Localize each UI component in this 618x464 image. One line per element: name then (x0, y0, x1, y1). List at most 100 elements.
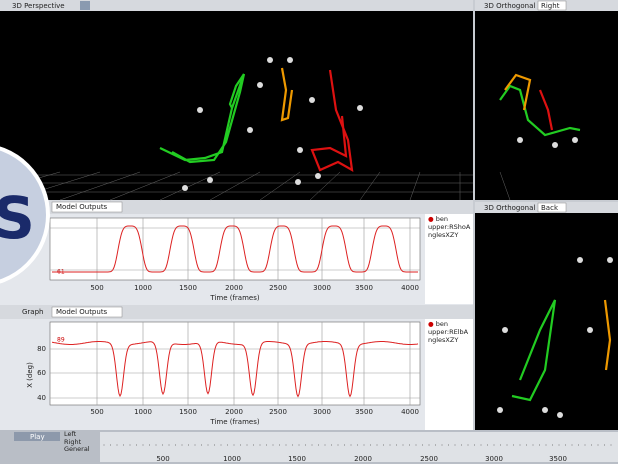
segment (499, 84, 581, 137)
x-tick-label: 1500 (179, 284, 197, 292)
play-button[interactable] (14, 432, 60, 441)
floor-grid (409, 171, 421, 201)
curve (52, 225, 418, 273)
marker-dot (557, 412, 563, 418)
dropdown-text: Model Outputs (56, 203, 108, 211)
y-tick-label: 80 (37, 345, 46, 353)
graph-title: Graph (22, 308, 43, 316)
marker-dot (309, 97, 315, 103)
overlay-letter: S (0, 184, 35, 252)
floor-grid (499, 171, 511, 201)
segment (504, 73, 532, 111)
legend-dot: ● (428, 320, 436, 328)
marker-dot (357, 105, 363, 111)
x-tick-label: 500 (90, 284, 103, 292)
marker-dot (297, 147, 303, 153)
timeline-tick-label: 1000 (223, 455, 241, 463)
segment (538, 89, 554, 131)
curve (51, 341, 419, 398)
timeline-tick-label: 2500 (420, 455, 438, 463)
floor-grid (259, 171, 301, 201)
panel-title: 3D Perspective (12, 2, 65, 10)
view-select[interactable] (537, 0, 567, 11)
timeline-tick-label: 3500 (549, 455, 567, 463)
y-tick-label: 40 (37, 394, 46, 402)
marker-dot (542, 407, 548, 413)
segment (603, 299, 612, 371)
x-tick-label: 2500 (269, 408, 287, 416)
floor-grid (309, 171, 341, 201)
x-tick-label: 500 (90, 408, 103, 416)
marker-dot (552, 142, 558, 148)
x-label: Time (frames) (209, 418, 259, 426)
dropdown[interactable] (51, 201, 123, 213)
marker-dot (207, 177, 213, 183)
dropdown[interactable] (51, 306, 123, 318)
viewport (0, 0, 473, 200)
marker-dot (587, 327, 593, 333)
legend (425, 319, 473, 430)
floor-grid (159, 171, 221, 201)
segment (228, 73, 245, 109)
panel-title: 3D Orthogonal (484, 2, 535, 10)
panel-header (0, 0, 473, 11)
marker-dot (577, 257, 583, 263)
play-label: Play (30, 433, 45, 441)
plot-area (49, 321, 421, 406)
marker: 89 (57, 337, 65, 344)
view-name: Back (541, 204, 559, 212)
marker-dot (607, 257, 613, 263)
x-tick-label: 3500 (355, 408, 373, 416)
legend-channel: upper:RShoAnglesXZY (428, 223, 471, 239)
y-label: X (deg) (26, 362, 34, 388)
x-tick-label: 1500 (179, 408, 197, 416)
marker-dot (197, 107, 203, 113)
track[interactable]: General (64, 445, 90, 453)
marker-dot (267, 57, 273, 63)
x-tick-label: 3000 (313, 284, 331, 292)
marker-dot (287, 57, 293, 63)
timeline-tick-label: 3000 (485, 455, 503, 463)
overlay-badge (0, 146, 50, 284)
x-tick-label: 2000 (225, 408, 243, 416)
marker-dot (572, 137, 578, 143)
view-name: Right (541, 2, 560, 10)
marker-dot (517, 137, 523, 143)
legend-text: ● ben upper:RElbAnglesXZY (428, 320, 472, 344)
track-list: Left Right General (64, 430, 100, 454)
legend-subject: ben (435, 215, 448, 223)
x-tick-label: 2500 (269, 284, 287, 292)
marker-dot (295, 179, 301, 185)
icon[interactable] (80, 1, 90, 10)
segment (280, 67, 294, 122)
marker-dot (182, 185, 188, 191)
x-label: Time (frames) (209, 294, 259, 302)
x-tick-label: 2000 (225, 284, 243, 292)
legend-dot: ● (428, 215, 436, 223)
legend (425, 214, 473, 304)
track-area (100, 432, 618, 462)
legend-text: ● ben upper:RShoAnglesXZY (428, 215, 472, 239)
legend-channel: upper:RElbAnglesXZY (428, 328, 469, 344)
floor-grid (359, 171, 381, 201)
marker-dot (247, 127, 253, 133)
marker-dot (315, 173, 321, 179)
track[interactable]: Left (64, 430, 77, 438)
x-tick-label: 4000 (401, 408, 419, 416)
panel-title: 3D Orthogonal (484, 204, 535, 212)
timeline-tick-label: 2000 (354, 455, 372, 463)
track[interactable]: Right (64, 437, 82, 446)
floor-grid (209, 171, 261, 201)
x-tick-label: 1000 (134, 408, 152, 416)
view-select[interactable] (537, 202, 567, 213)
segment (310, 69, 354, 173)
x-tick-label: 1000 (134, 284, 152, 292)
x-tick-label: 4000 (401, 284, 419, 292)
x-tick-label: 3000 (313, 408, 331, 416)
segment (511, 299, 557, 402)
y-tick-label: 60 (37, 369, 46, 377)
plot-area (49, 217, 421, 281)
timeline-tick-label: 1500 (288, 455, 306, 463)
